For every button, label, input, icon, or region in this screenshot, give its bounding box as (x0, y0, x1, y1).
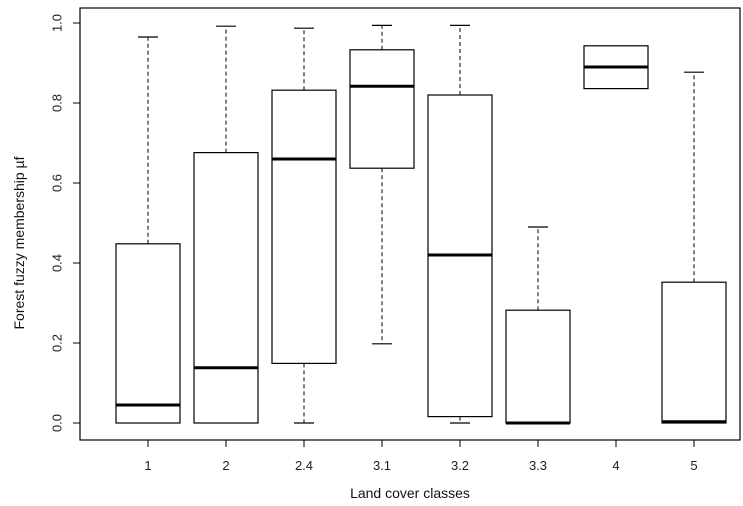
box-3.1 (349, 24, 415, 345)
y-tick-label: 1.0 (49, 14, 64, 32)
iqr-box (661, 281, 727, 424)
iqr-box (505, 309, 571, 424)
box-series (115, 24, 727, 425)
x-tick-label: 3.1 (373, 458, 391, 473)
y-axis: 0.0 0.2 0.4 0.6 0.8 1.0 (49, 14, 80, 432)
box-2 (193, 25, 259, 424)
x-tick-label: 3.2 (451, 458, 469, 473)
box-1 (115, 36, 181, 424)
x-tick-label: 1 (144, 458, 151, 473)
x-axis-title: Land cover classes (350, 485, 470, 501)
y-axis-title: Forest fuzzy membership µf (11, 156, 27, 329)
x-tick-label: 2 (222, 458, 229, 473)
iqr-box (349, 49, 415, 169)
box-4 (583, 45, 649, 90)
iqr-box (193, 152, 259, 424)
y-tick-label: 0.0 (49, 414, 64, 432)
x-tick-label: 4 (612, 458, 619, 473)
y-tick-label: 0.4 (49, 254, 64, 272)
y-tick-label: 0.2 (49, 334, 64, 352)
box-5 (661, 71, 727, 424)
box-3.3 (505, 226, 571, 425)
x-tick-label: 3.3 (529, 458, 547, 473)
x-axis: 1 2 2.4 3.1 3.2 3.3 4 5 (144, 440, 698, 473)
iqr-box (271, 89, 337, 365)
x-tick-label: 5 (690, 458, 697, 473)
iqr-box (115, 243, 181, 424)
y-tick-label: 0.8 (49, 94, 64, 112)
box-3.2 (427, 24, 493, 424)
x-tick-label: 2.4 (295, 458, 313, 473)
y-tick-label: 0.6 (49, 174, 64, 192)
plot-frame (79, 7, 741, 441)
box-2.4 (271, 27, 337, 424)
